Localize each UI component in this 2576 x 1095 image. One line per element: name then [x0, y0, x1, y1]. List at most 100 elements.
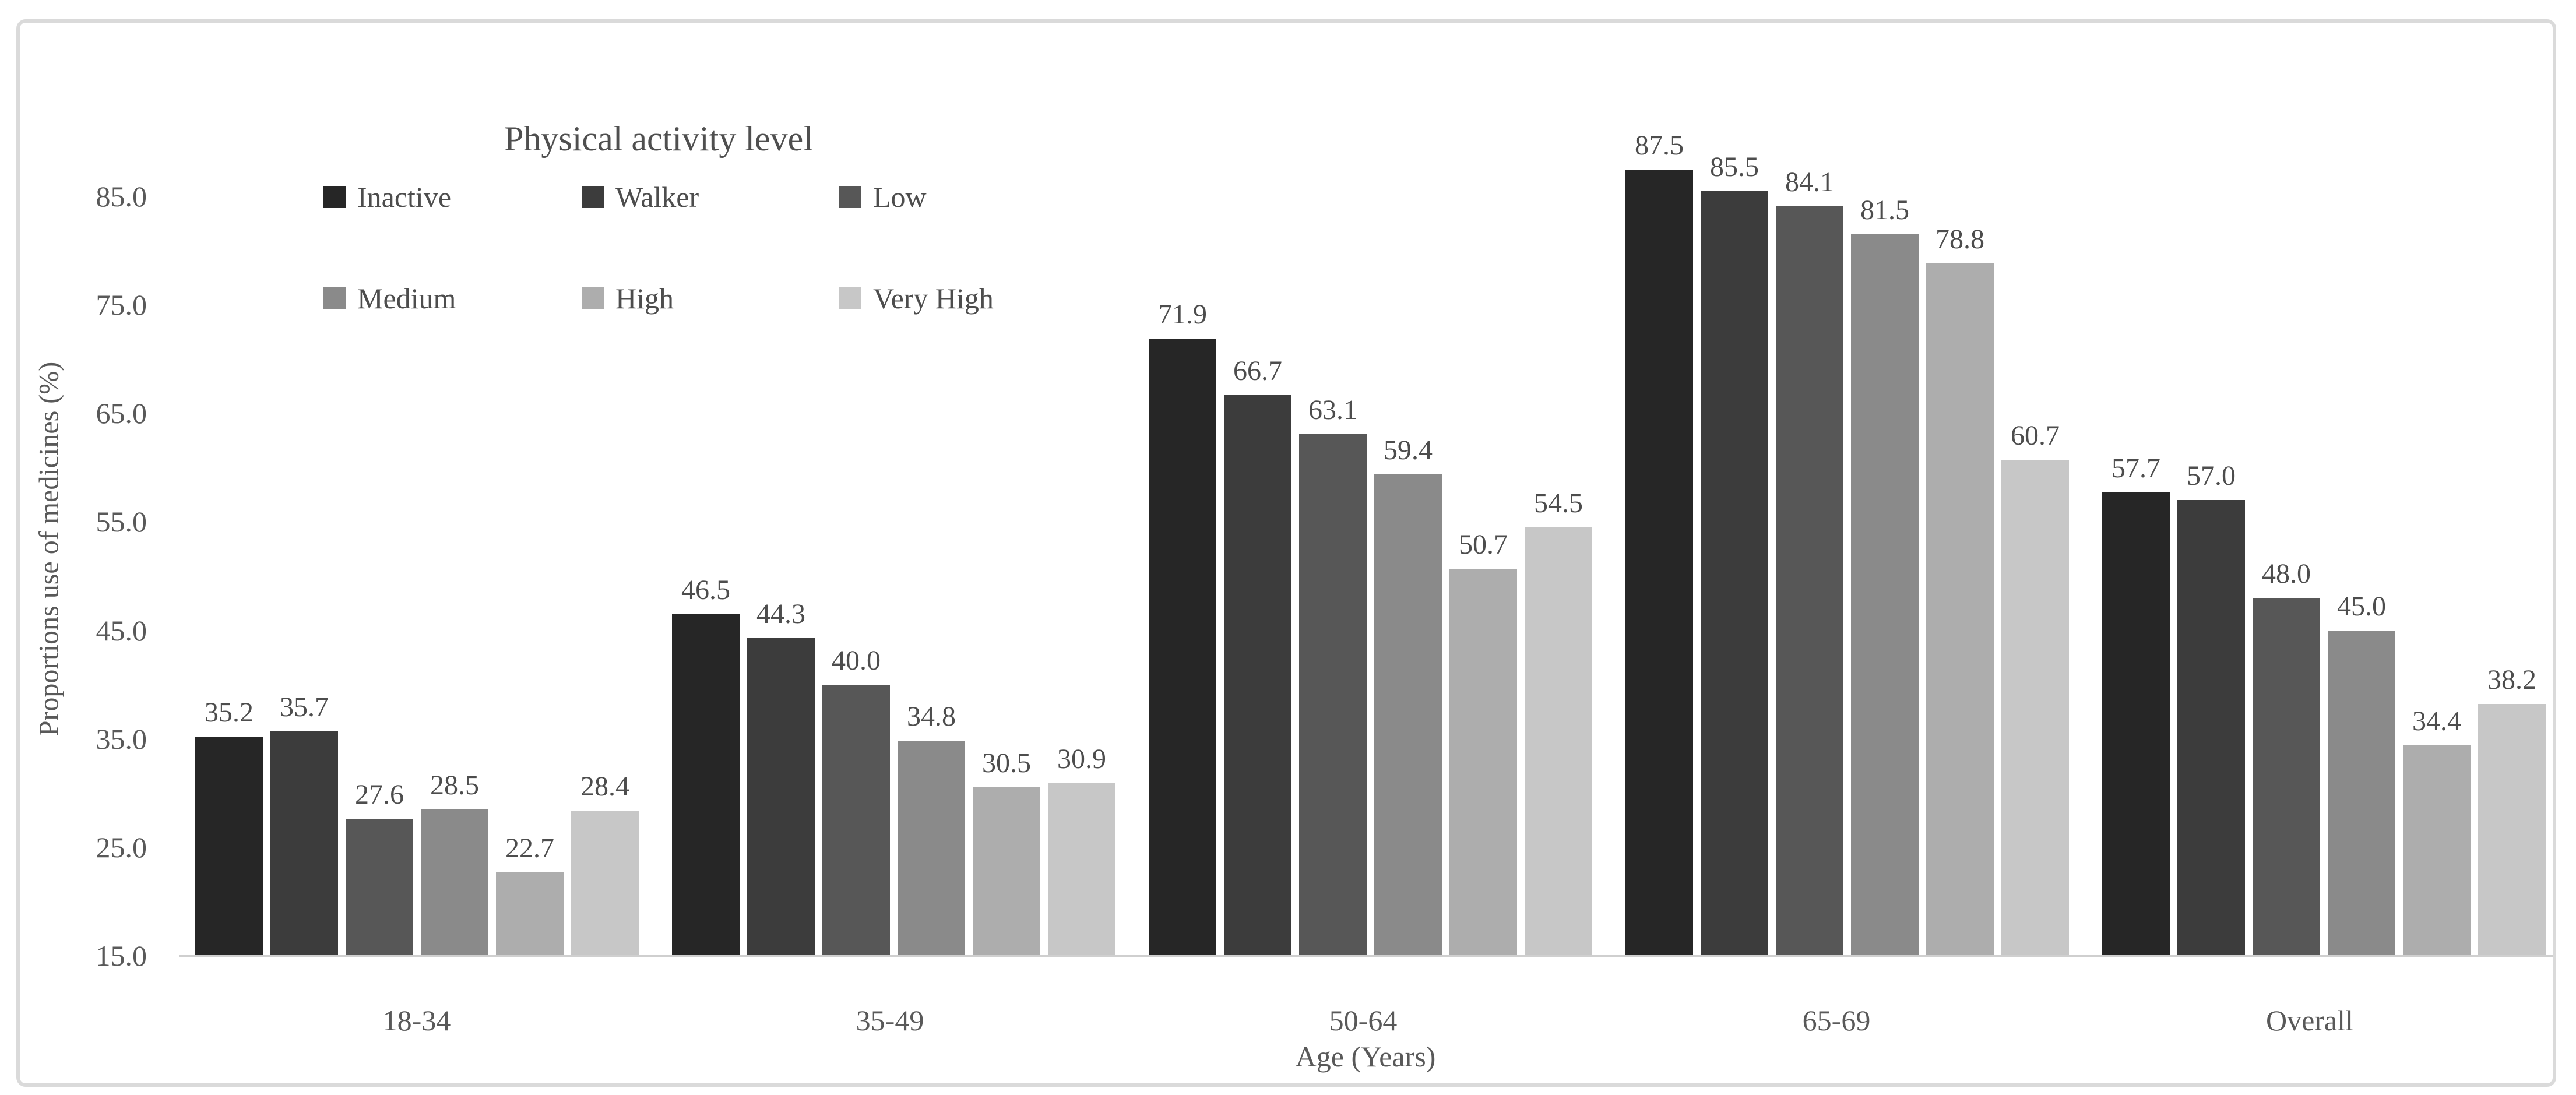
x-axis-line	[179, 955, 2553, 957]
legend-label: Low	[873, 181, 927, 213]
bar-value-label: 35.7	[280, 692, 329, 723]
bar-medium-Overall: 45.0	[2328, 591, 2395, 956]
bar-value-label: 57.7	[2112, 453, 2160, 484]
bar-medium-50-64: 59.4	[1374, 435, 1442, 956]
bar-group-65-69: 87.5 85.5 84.1 81.5 78.8 60.7	[1625, 130, 2069, 956]
bar-walker-50-64: 66.7	[1224, 355, 1291, 956]
bar-high-Overall: 34.4	[2403, 706, 2471, 956]
bar-value-label: 22.7	[505, 833, 554, 864]
bar-value-label: 85.5	[1710, 152, 1759, 182]
bar-value-label: 84.1	[1785, 167, 1834, 198]
bar-value-label: 54.5	[1534, 488, 1583, 519]
bar-very-high-18-34: 28.4	[571, 771, 639, 956]
legend-label: Inactive	[357, 181, 452, 213]
bar-high-35-49: 30.5	[973, 748, 1040, 956]
bar-value-label: 28.4	[580, 771, 629, 802]
bar-value-label: 66.7	[1233, 355, 1282, 386]
bar-high-50-64: 50.7	[1449, 529, 1517, 956]
legend-swatch	[582, 287, 604, 309]
legend-swatch	[582, 186, 604, 208]
y-tick-label: 65.0	[96, 397, 147, 430]
bar-value-label: 81.5	[1860, 195, 1909, 226]
bar-value-label: 63.1	[1308, 395, 1357, 425]
bar-low-35-49: 40.0	[822, 645, 890, 956]
bar-inactive-65-69: 87.5	[1625, 130, 1693, 956]
bar-value-label: 34.4	[2412, 706, 2461, 737]
bar-walker-35-49: 44.3	[747, 598, 815, 956]
bar-group-35-49: 46.5 44.3 40.0 34.8 30.5 30.9	[672, 575, 1115, 956]
bar-value-label: 30.5	[982, 748, 1031, 779]
legend-swatch	[839, 287, 861, 309]
legend-item: Very High	[839, 282, 994, 315]
category-label-65-69: 65-69	[1802, 1004, 1871, 1037]
bar-very-high-Overall: 38.2	[2478, 664, 2546, 956]
bar-walker-Overall: 57.0	[2177, 460, 2245, 956]
legend-item: Inactive	[323, 181, 452, 213]
bar-value-label: 60.7	[2011, 420, 2060, 451]
y-tick-label: 45.0	[96, 614, 147, 647]
plot-area: 35.2 35.7 27.6 28.5 22.7 28.4 46.5 44.3 40.0 34.8…	[179, 130, 2569, 956]
y-tick-label: 25.0	[96, 830, 147, 864]
bar-value-label: 35.2	[205, 697, 254, 728]
bar-value-label: 27.6	[355, 779, 404, 810]
bar-walker-65-69: 85.5	[1701, 152, 1768, 956]
y-tick-label: 55.0	[96, 505, 147, 538]
bar-inactive-50-64: 71.9	[1149, 299, 1216, 956]
bar-inactive-35-49: 46.5	[672, 575, 740, 956]
legend-item: Low	[839, 181, 927, 213]
y-tick-label: 15.0	[96, 939, 147, 972]
bar-low-18-34: 27.6	[346, 779, 413, 956]
bar-high-65-69: 78.8	[1926, 224, 1994, 956]
bar-medium-65-69: 81.5	[1851, 195, 1919, 956]
y-tick-label: 85.0	[96, 180, 147, 213]
y-tick-label: 75.0	[96, 288, 147, 322]
legend-swatch	[323, 287, 346, 309]
bar-low-65-69: 84.1	[1776, 167, 1843, 956]
bar-group-50-64: 71.9 66.7 63.1 59.4 50.7 54.5	[1149, 299, 1592, 956]
bar-inactive-18-34: 35.2	[195, 697, 263, 956]
bar-value-label: 59.4	[1384, 435, 1433, 466]
bar-very-high-35-49: 30.9	[1048, 744, 1115, 956]
legend-label: Medium	[357, 282, 456, 315]
bar-value-label: 30.9	[1057, 744, 1106, 774]
bar-value-label: 40.0	[832, 645, 881, 676]
bar-very-high-50-64: 54.5	[1525, 488, 1592, 956]
bar-value-label: 48.0	[2262, 558, 2311, 589]
bar-value-label: 87.5	[1635, 130, 1684, 161]
bar-walker-18-34: 35.7	[270, 692, 338, 956]
legend-item: Medium	[323, 282, 456, 315]
legend-swatch	[323, 186, 346, 208]
chart-title: Physical activity level	[504, 119, 813, 158]
bar-value-label: 57.0	[2187, 460, 2236, 491]
bar-value-label: 38.2	[2487, 664, 2536, 695]
bar-inactive-Overall: 57.7	[2102, 453, 2170, 956]
bar-value-label: 71.9	[1158, 299, 1207, 330]
bar-value-label: 45.0	[2337, 591, 2386, 622]
bar-value-label: 50.7	[1459, 529, 1508, 560]
category-label-50-64: 50-64	[1329, 1004, 1398, 1037]
legend-label: Walker	[615, 181, 699, 213]
bar-low-50-64: 63.1	[1299, 395, 1367, 956]
legend-item: Walker	[582, 181, 699, 213]
bar-very-high-65-69: 60.7	[2001, 420, 2069, 956]
legend-label: Very High	[873, 282, 994, 315]
legend-item: High	[582, 282, 674, 315]
bar-group-Overall: 57.7 57.0 48.0 45.0 34.4 38.2	[2102, 453, 2546, 956]
bar-value-label: 44.3	[756, 598, 805, 629]
legend-swatch	[839, 186, 861, 208]
bar-low-Overall: 48.0	[2253, 558, 2320, 956]
bar-group-18-34: 35.2 35.7 27.6 28.5 22.7 28.4	[195, 692, 639, 956]
bar-medium-18-34: 28.5	[421, 770, 488, 956]
bar-value-label: 34.8	[907, 701, 956, 732]
category-label-18-34: 18-34	[382, 1004, 451, 1037]
x-axis-title: Age (Years)	[1295, 1040, 1436, 1073]
bar-value-label: 78.8	[1935, 224, 1984, 255]
bar-medium-35-49: 34.8	[898, 701, 965, 956]
legend-label: High	[615, 282, 674, 315]
category-label-35-49: 35-49	[856, 1004, 924, 1037]
bar-high-18-34: 22.7	[496, 833, 564, 956]
y-tick-label: 35.0	[96, 722, 147, 755]
bar-value-label: 28.5	[430, 770, 479, 801]
bar-value-label: 46.5	[681, 575, 730, 605]
